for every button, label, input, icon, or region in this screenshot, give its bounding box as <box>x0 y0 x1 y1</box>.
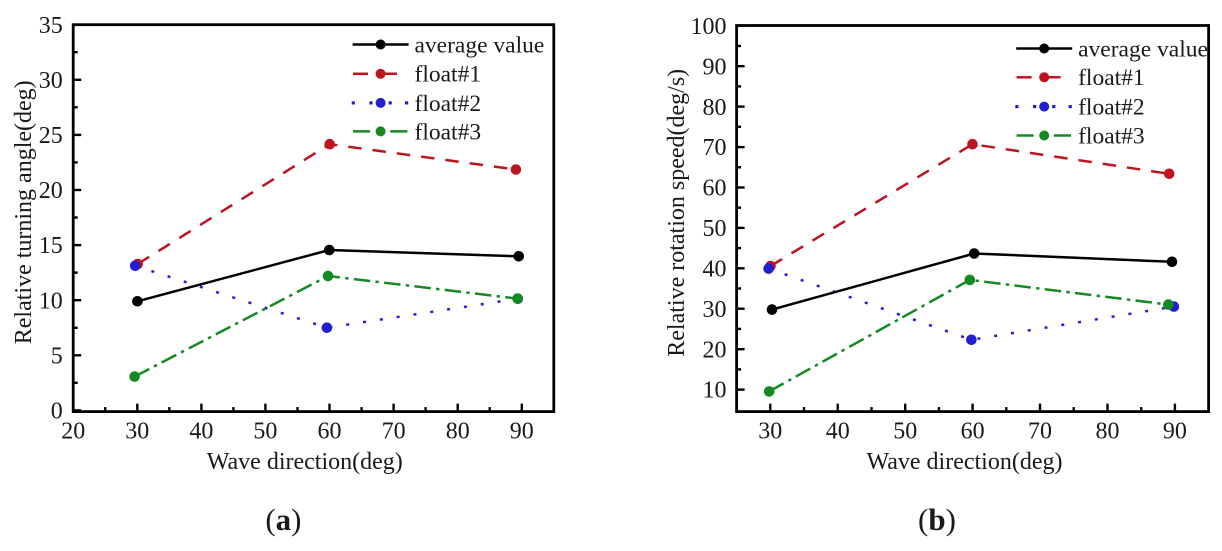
svg-text:70: 70 <box>382 419 406 445</box>
svg-text:float#1: float#1 <box>415 62 482 88</box>
svg-text:average value: average value <box>415 32 545 58</box>
svg-text:50: 50 <box>703 216 727 242</box>
svg-text:30: 30 <box>39 68 63 94</box>
svg-text:Wave direction(deg): Wave direction(deg) <box>867 449 1063 475</box>
svg-text:70: 70 <box>703 135 727 161</box>
svg-text:float#2: float#2 <box>415 91 482 117</box>
svg-text:5: 5 <box>51 343 63 369</box>
svg-text:float#3: float#3 <box>415 119 482 145</box>
svg-text:20: 20 <box>39 178 63 204</box>
svg-text:(a): (a) <box>265 502 301 537</box>
svg-text:float#1: float#1 <box>1078 65 1145 91</box>
svg-text:float#3: float#3 <box>1078 123 1145 149</box>
svg-text:90: 90 <box>510 419 534 445</box>
svg-text:Wave direction(deg): Wave direction(deg) <box>207 449 403 475</box>
svg-text:80: 80 <box>446 419 470 445</box>
svg-text:30: 30 <box>703 297 727 323</box>
svg-text:60: 60 <box>318 419 342 445</box>
svg-text:80: 80 <box>703 95 727 121</box>
svg-text:0: 0 <box>51 399 63 425</box>
svg-text:40: 40 <box>703 256 727 282</box>
svg-text:60: 60 <box>961 419 985 445</box>
svg-text:10: 10 <box>39 288 63 314</box>
svg-text:Relative turning angle(deg): Relative turning angle(deg) <box>11 80 37 344</box>
svg-text:15: 15 <box>39 233 63 259</box>
svg-text:35: 35 <box>39 13 63 39</box>
svg-text:10: 10 <box>703 378 727 404</box>
svg-text:30: 30 <box>125 419 149 445</box>
svg-text:40: 40 <box>189 419 213 445</box>
svg-text:average value: average value <box>1078 36 1208 62</box>
svg-text:100: 100 <box>691 14 727 40</box>
svg-text:60: 60 <box>703 176 727 202</box>
svg-text:(b): (b) <box>918 502 956 537</box>
svg-text:90: 90 <box>1163 419 1187 445</box>
svg-text:50: 50 <box>893 419 917 445</box>
svg-text:70: 70 <box>1028 419 1052 445</box>
svg-text:Relative rotation speed(deg/s): Relative rotation speed(deg/s) <box>664 69 690 357</box>
svg-text:25: 25 <box>39 123 63 149</box>
svg-text:30: 30 <box>758 419 782 445</box>
svg-text:50: 50 <box>253 419 277 445</box>
svg-text:90: 90 <box>703 54 727 80</box>
svg-text:40: 40 <box>826 419 850 445</box>
svg-text:float#2: float#2 <box>1078 95 1145 121</box>
svg-text:80: 80 <box>1096 419 1120 445</box>
svg-text:20: 20 <box>61 419 85 445</box>
svg-text:20: 20 <box>703 337 727 363</box>
